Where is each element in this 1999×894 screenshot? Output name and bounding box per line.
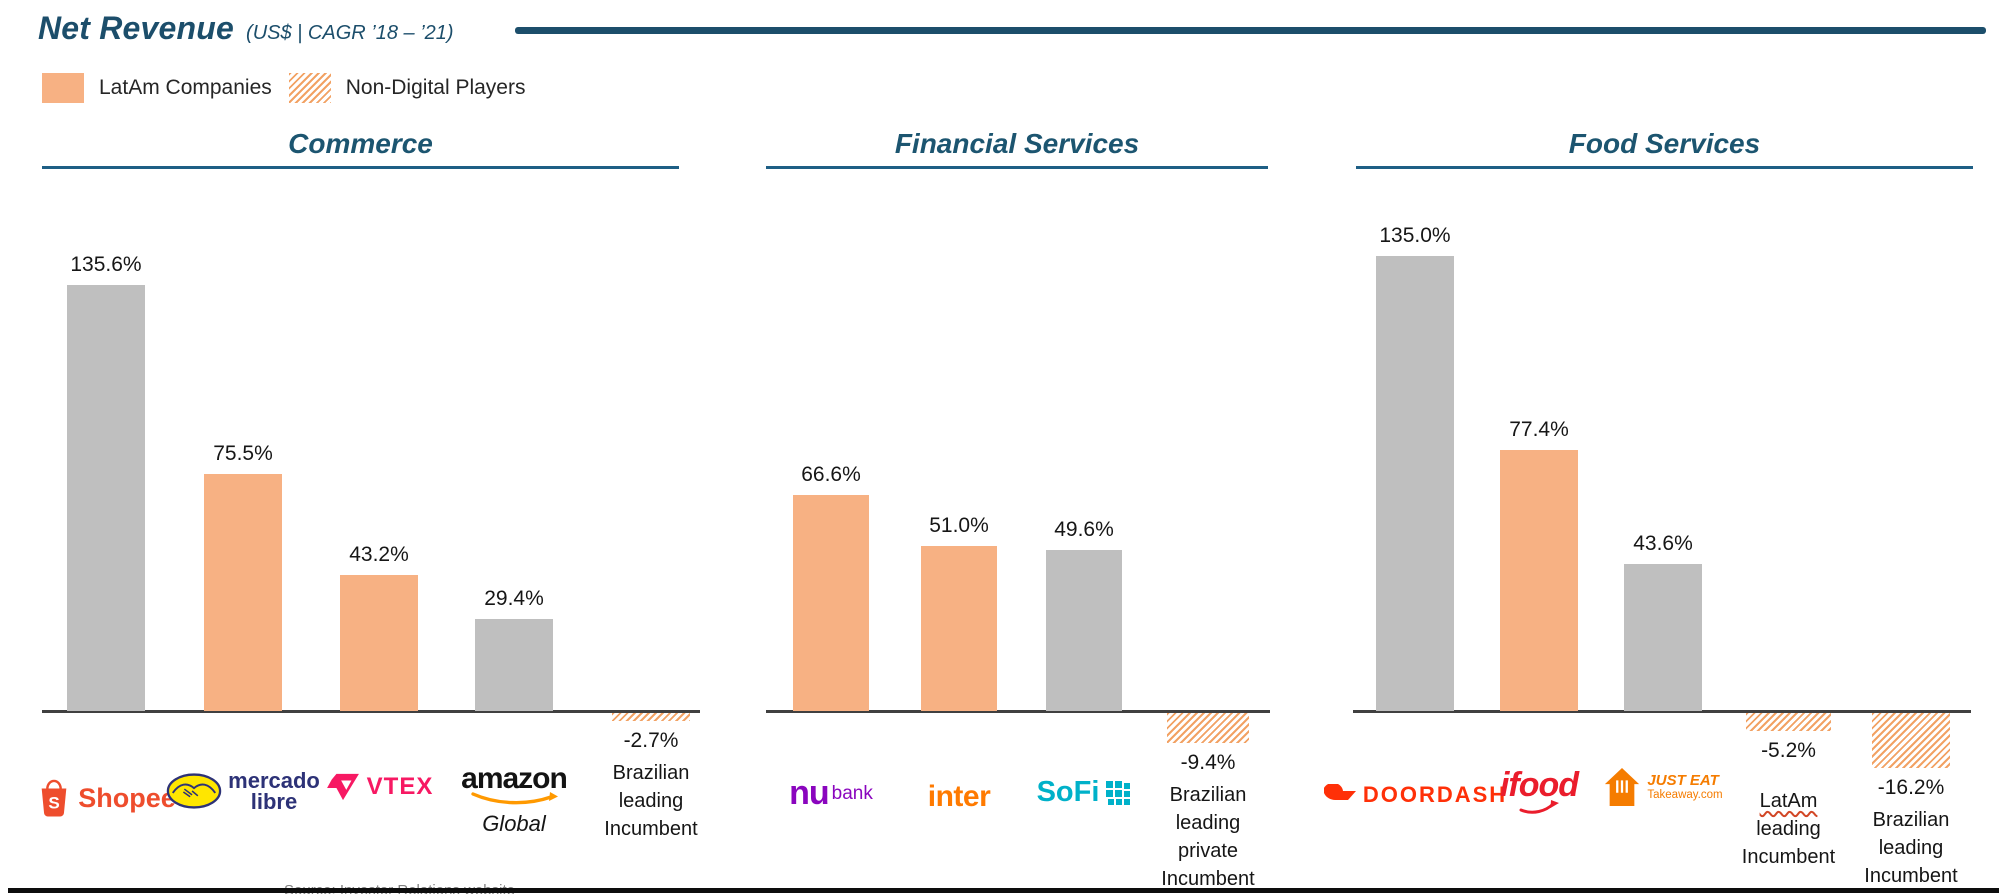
legend: LatAm Companies Non-Digital Players: [42, 72, 525, 104]
amazon-logo: amazon Global: [394, 762, 634, 837]
value-label-sofi: 49.6%: [1054, 518, 1114, 542]
doordash-arrow-icon: [1323, 784, 1356, 801]
bar-latam-leading-incumbent: [1746, 713, 1831, 731]
bar-just-eat-takeaway-com: [1624, 564, 1702, 711]
shopee-bag-icon: S: [41, 779, 67, 817]
value-label-inter: 51.0%: [929, 513, 989, 537]
value-label-mercado-libre: 75.5%: [213, 441, 273, 465]
doordash-wordmark: DOORDASH: [1362, 782, 1508, 807]
legend-label-non-digital: Non-Digital Players: [345, 76, 526, 99]
value-label-brazilian-leading-private-incumbent: -9.4%: [1180, 751, 1236, 775]
value-label-shopee: 135.6%: [70, 253, 142, 277]
bar-brazilian-leading-private-incumbent: [1167, 713, 1249, 744]
caption-brazilian-leading-private-incumbent: Brazilian leading private Incumbent: [1120, 781, 1296, 893]
section-underline-financial-services: [766, 166, 1268, 169]
mercadolibre-handshake-icon: [166, 773, 222, 809]
bar-vtex: [340, 575, 418, 711]
caption-line: leading: [1756, 817, 1821, 840]
bar-inter: [921, 545, 997, 711]
inter-logo: inter: [839, 780, 1079, 814]
caption-line: Incumbent: [1741, 845, 1836, 868]
caption-line: Brazilian: [1872, 808, 1950, 831]
amazon-global-label: Global: [482, 811, 546, 836]
bar-doordash: [1376, 256, 1454, 711]
section-title-food-services: Food Services: [1568, 128, 1761, 159]
value-label-nubank: 66.6%: [801, 463, 861, 487]
x-axis-baseline-financial-services: [766, 710, 1270, 713]
value-label-amazon-global: 29.4%: [484, 586, 544, 610]
mercadolibre-wordmark: mercado libre: [228, 768, 320, 814]
caption-brazilian-leading-incumbent: Brazilian leading Incumbent: [563, 759, 739, 843]
justeat-logo: JUST EAT Takeaway.com: [1543, 766, 1783, 808]
title-row: Net Revenue (US$ | CAGR ’18 – ’21): [38, 10, 454, 47]
bar-mercado-libre: [204, 473, 282, 711]
svg-text:S: S: [49, 793, 60, 812]
bar-nubank: [793, 495, 869, 711]
bar-brazilian-leading-incumbent: [612, 713, 690, 722]
caption-line: private: [1177, 840, 1239, 863]
amazon-smile-icon: [471, 792, 558, 805]
caption-line: leading: [618, 790, 684, 813]
sofi-logo: SoFi: [964, 776, 1204, 809]
value-label-just-eat-takeaway-com: 43.6%: [1633, 532, 1693, 556]
justeat-wordmark: JUST EAT: [1647, 771, 1719, 789]
bottom-border-line: [8, 888, 1999, 893]
vtex-mark-icon: [326, 773, 359, 801]
value-label-ifood: 77.4%: [1509, 418, 1569, 442]
value-label-brazilian-leading-incumbent: -2.7%: [623, 729, 679, 753]
ifood-logo: ifood: [1419, 766, 1659, 814]
section-title-financial-services: Financial Services: [894, 128, 1140, 159]
legend-swatch-latam: [42, 73, 84, 103]
section-underline-commerce: [42, 166, 679, 169]
section-underline-food-services: [1356, 166, 1973, 169]
caption-line: Incumbent: [1161, 868, 1255, 891]
bar-sofi: [1046, 550, 1122, 711]
caption-line: leading: [1878, 836, 1944, 859]
caption-line: Incumbent: [604, 818, 698, 841]
bar-ifood: [1500, 450, 1578, 711]
bar-amazon-global: [475, 618, 553, 711]
amazon-wordmark: amazon: [461, 762, 568, 795]
mercadolibre-logo: mercado libre: [123, 768, 363, 814]
title-rule-line: [515, 27, 1986, 34]
bar-brazilian-leading-incumbent: [1872, 713, 1950, 768]
section-title-commerce: Commerce: [288, 128, 433, 159]
ifood-swoosh-icon: [1519, 800, 1559, 814]
value-label-doordash: 135.0%: [1379, 224, 1451, 248]
sofi-flower-icon: [1106, 780, 1131, 805]
value-label-brazilian-leading-incumbent: -16.2%: [1877, 775, 1945, 799]
legend-label-latam: LatAm Companies: [99, 76, 272, 99]
caption-line: Brazilian: [1169, 784, 1247, 807]
x-axis-baseline-food-services: [1353, 710, 1971, 713]
caption-line: leading: [1175, 812, 1241, 835]
inter-wordmark: inter: [927, 780, 991, 813]
caption-line: Incumbent: [1864, 864, 1958, 887]
value-label-vtex: 43.2%: [349, 543, 409, 567]
ifood-wordmark: ifood: [1499, 766, 1579, 804]
shopee-wordmark: Shopee: [78, 782, 176, 813]
nubank-logo: nu bank: [711, 774, 951, 813]
nubank-wordmark: bank: [831, 782, 873, 804]
caption-latam-leading-incumbent: LatAm leading Incumbent: [1701, 787, 1877, 871]
caption-brazilian-leading-incumbent: Brazilian leading Incumbent: [1823, 806, 1999, 890]
caption-line: LatAm: [1759, 789, 1818, 812]
page-subtitle: (US$ | CAGR ’18 – ’21): [246, 22, 454, 44]
value-label-latam-leading-incumbent: -5.2%: [1761, 738, 1816, 762]
justeat-house-icon: [1605, 768, 1640, 806]
caption-line: Brazilian: [612, 762, 690, 785]
page-title: Net Revenue: [38, 10, 235, 46]
shopee-logo: S Shopee: [0, 776, 226, 820]
legend-swatch-non-digital: [288, 73, 331, 103]
vtex-logo: VTEX: [259, 772, 499, 802]
sofi-wordmark: SoFi: [1036, 776, 1100, 808]
takeaway-wordmark: Takeaway.com: [1647, 788, 1723, 801]
x-axis-baseline-commerce: [42, 710, 700, 713]
vtex-wordmark: VTEX: [366, 773, 434, 800]
nubank-nu-mark: nu: [789, 774, 830, 812]
bar-shopee: [67, 285, 145, 711]
doordash-logo: DOORDASH: [1295, 782, 1535, 808]
